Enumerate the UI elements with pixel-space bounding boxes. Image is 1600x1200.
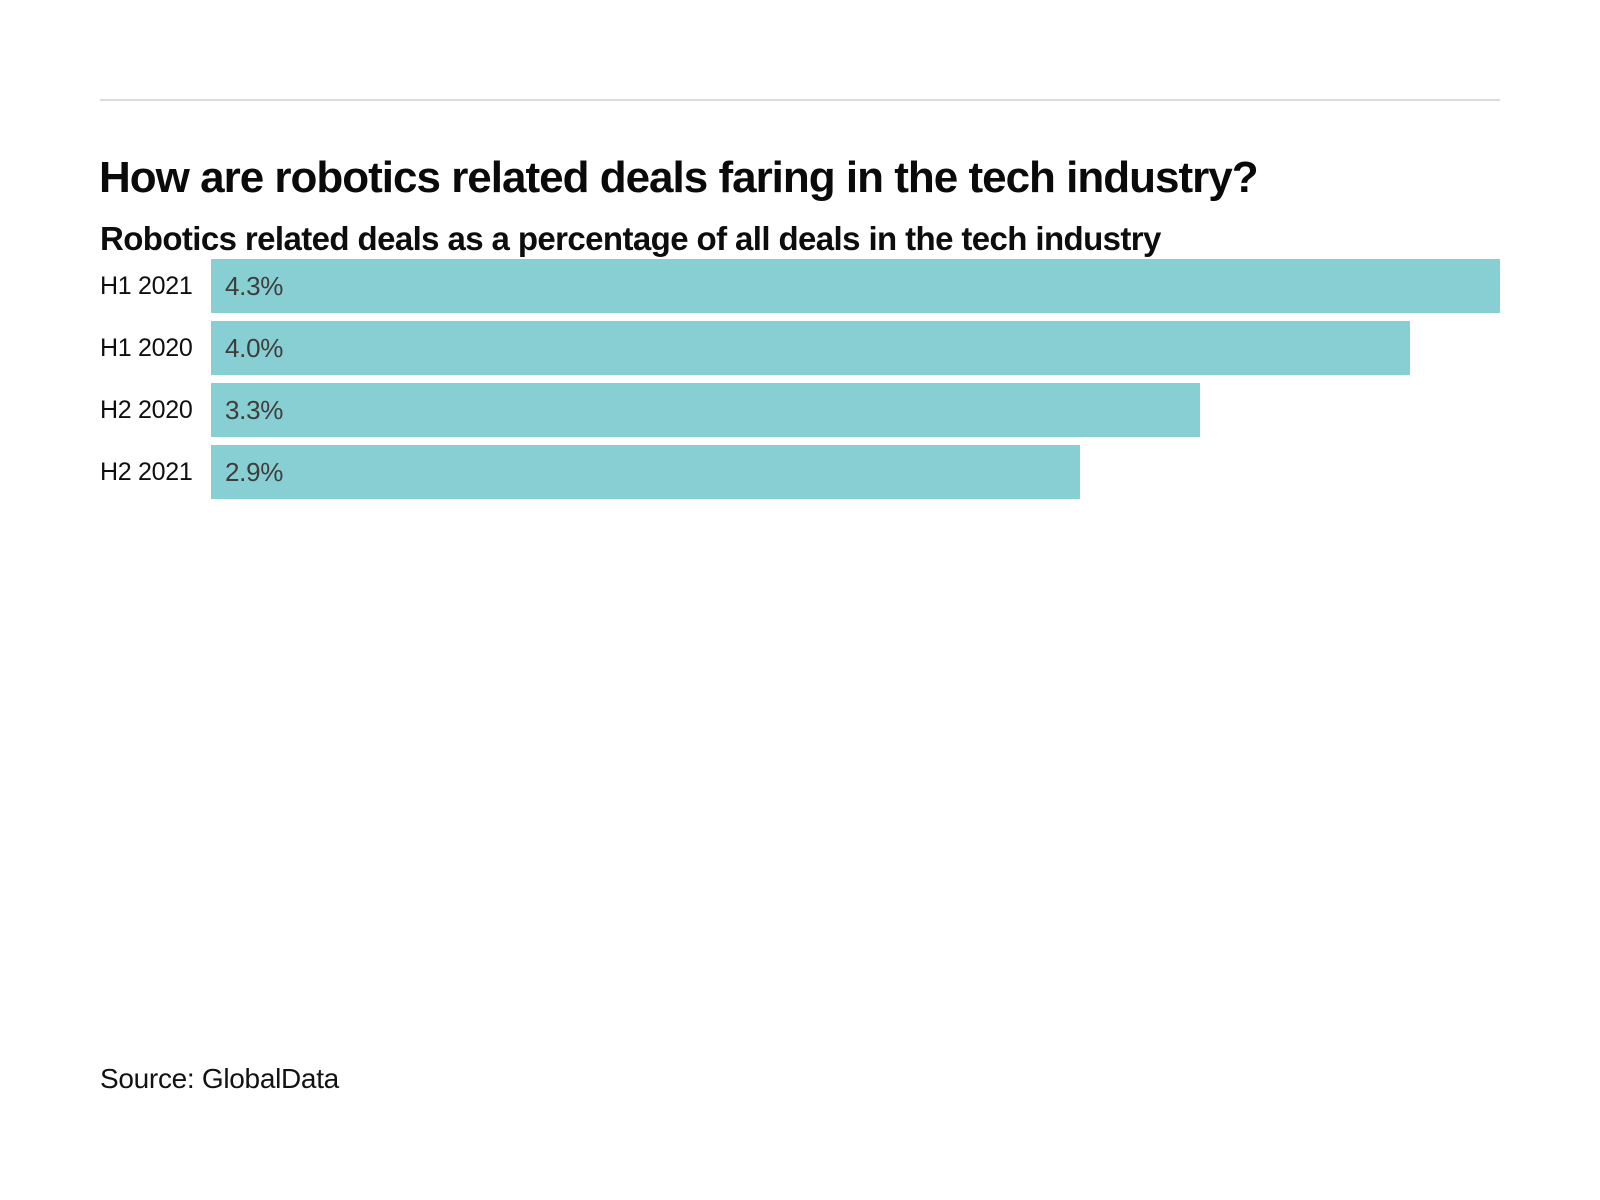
- value-label: 2.9%: [225, 456, 284, 487]
- category-label: H1 2020: [100, 333, 193, 362]
- bar: 4.0%: [211, 321, 1411, 375]
- bar: 4.3%: [211, 259, 1500, 313]
- value-label: 3.3%: [225, 394, 284, 425]
- bar: 2.9%: [211, 445, 1081, 499]
- top-divider: [100, 99, 1500, 101]
- bar-track: 2.9%: [211, 445, 1500, 499]
- bar-track: 4.3%: [211, 259, 1500, 313]
- chart-row: H1 2021 4.3%: [100, 259, 1500, 313]
- page-title: How are robotics related deals faring in…: [99, 153, 1259, 203]
- category-label: H2 2020: [100, 395, 193, 424]
- category-label: H2 2021: [100, 457, 193, 486]
- page-subtitle: Robotics related deals as a percentage o…: [100, 220, 1161, 258]
- category-label: H1 2021: [100, 271, 193, 300]
- bar: 3.3%: [211, 383, 1201, 437]
- bar-chart: H1 2021 4.3% H1 2020 4.0% H2 2020 3.3% H2 2021…: [100, 259, 1500, 507]
- chart-row: H1 2020 4.0%: [100, 321, 1500, 375]
- bar-track: 4.0%: [211, 321, 1500, 375]
- chart-row: H2 2020 3.3%: [100, 383, 1500, 437]
- value-label: 4.0%: [225, 332, 284, 363]
- source-credit: Source: GlobalData: [100, 1063, 339, 1094]
- value-label: 4.3%: [225, 270, 284, 301]
- chart-row: H2 2021 2.9%: [100, 445, 1500, 499]
- bar-track: 3.3%: [211, 383, 1500, 437]
